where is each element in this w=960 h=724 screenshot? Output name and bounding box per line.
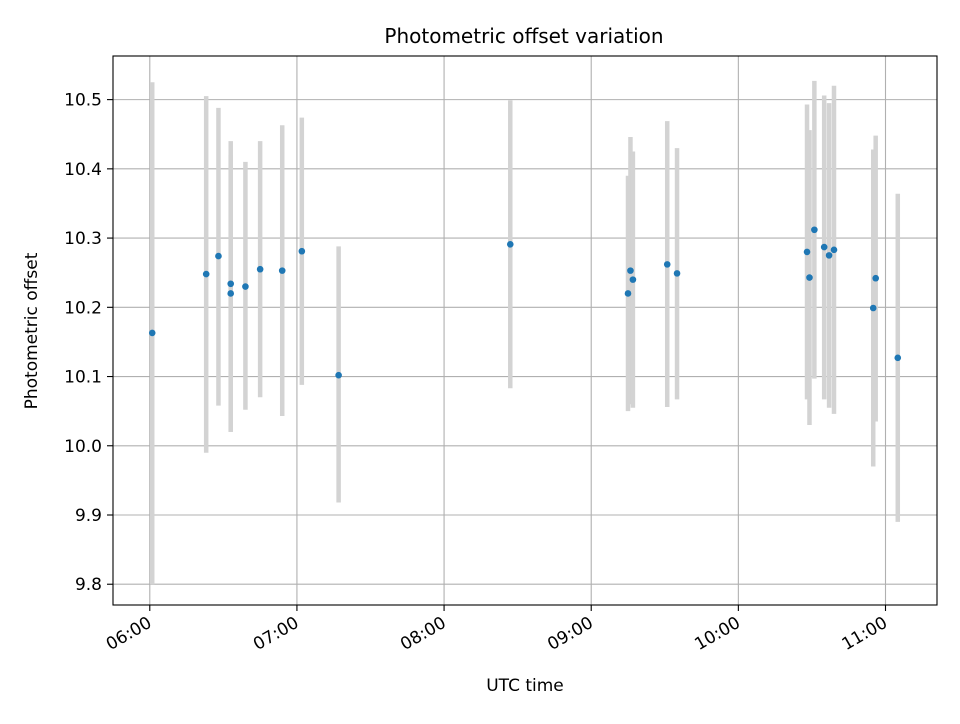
data-point: [803, 248, 811, 256]
data-point: [215, 252, 222, 260]
data-point: [624, 290, 632, 297]
data-point: [811, 226, 818, 234]
y-tick-label: 10.3: [64, 229, 102, 249]
data-point: [820, 243, 828, 251]
chart-title: Photometric offset variation: [384, 24, 663, 48]
y-tick-label: 9.8: [75, 575, 102, 595]
error-bars: [149, 80, 901, 585]
data-point: [629, 276, 637, 283]
data-point: [627, 267, 634, 274]
y-axis-ticks: 9.8 9.9 10.0 10.1 10.2 10.3 10.4 10.5: [64, 91, 113, 595]
data-point: [872, 274, 879, 282]
x-tick-label: 09:00: [544, 613, 596, 655]
x-tick-label: 08:00: [397, 613, 449, 655]
data-point: [298, 247, 306, 255]
y-tick-label: 10.5: [64, 91, 102, 111]
y-tick-label: 10.1: [64, 368, 102, 388]
data-point: [256, 265, 264, 273]
grid-lines: [113, 56, 937, 605]
y-tick-label: 9.9: [75, 506, 102, 526]
data-point: [825, 252, 833, 259]
data-point: [869, 304, 877, 312]
data-point: [663, 261, 671, 268]
data-point: [202, 270, 210, 278]
data-point: [148, 329, 156, 337]
data-point: [242, 283, 249, 290]
y-tick-label: 10.4: [64, 160, 102, 180]
data-point: [278, 267, 286, 274]
x-tick-label: 11:00: [839, 613, 891, 655]
data-points: [148, 226, 902, 379]
data-point: [806, 274, 813, 281]
y-axis-label: Photometric offset: [22, 252, 42, 409]
y-tick-label: 10.2: [64, 298, 102, 318]
data-point: [830, 246, 838, 254]
data-point: [506, 241, 514, 248]
plot-frame: [112, 55, 938, 606]
x-axis-ticks: 06:00 07:00 08:00 09:00 10:00 11:00: [103, 605, 891, 655]
data-point: [227, 280, 235, 288]
y-tick-label: 10.0: [64, 437, 102, 457]
data-point: [335, 371, 342, 379]
data-point: [894, 354, 902, 362]
data-point: [673, 270, 681, 277]
x-tick-label: 10:00: [691, 613, 743, 655]
x-tick-label: 07:00: [250, 613, 302, 655]
x-tick-label: 06:00: [103, 613, 155, 655]
data-point: [227, 290, 235, 297]
x-axis-label: UTC time: [486, 676, 564, 696]
